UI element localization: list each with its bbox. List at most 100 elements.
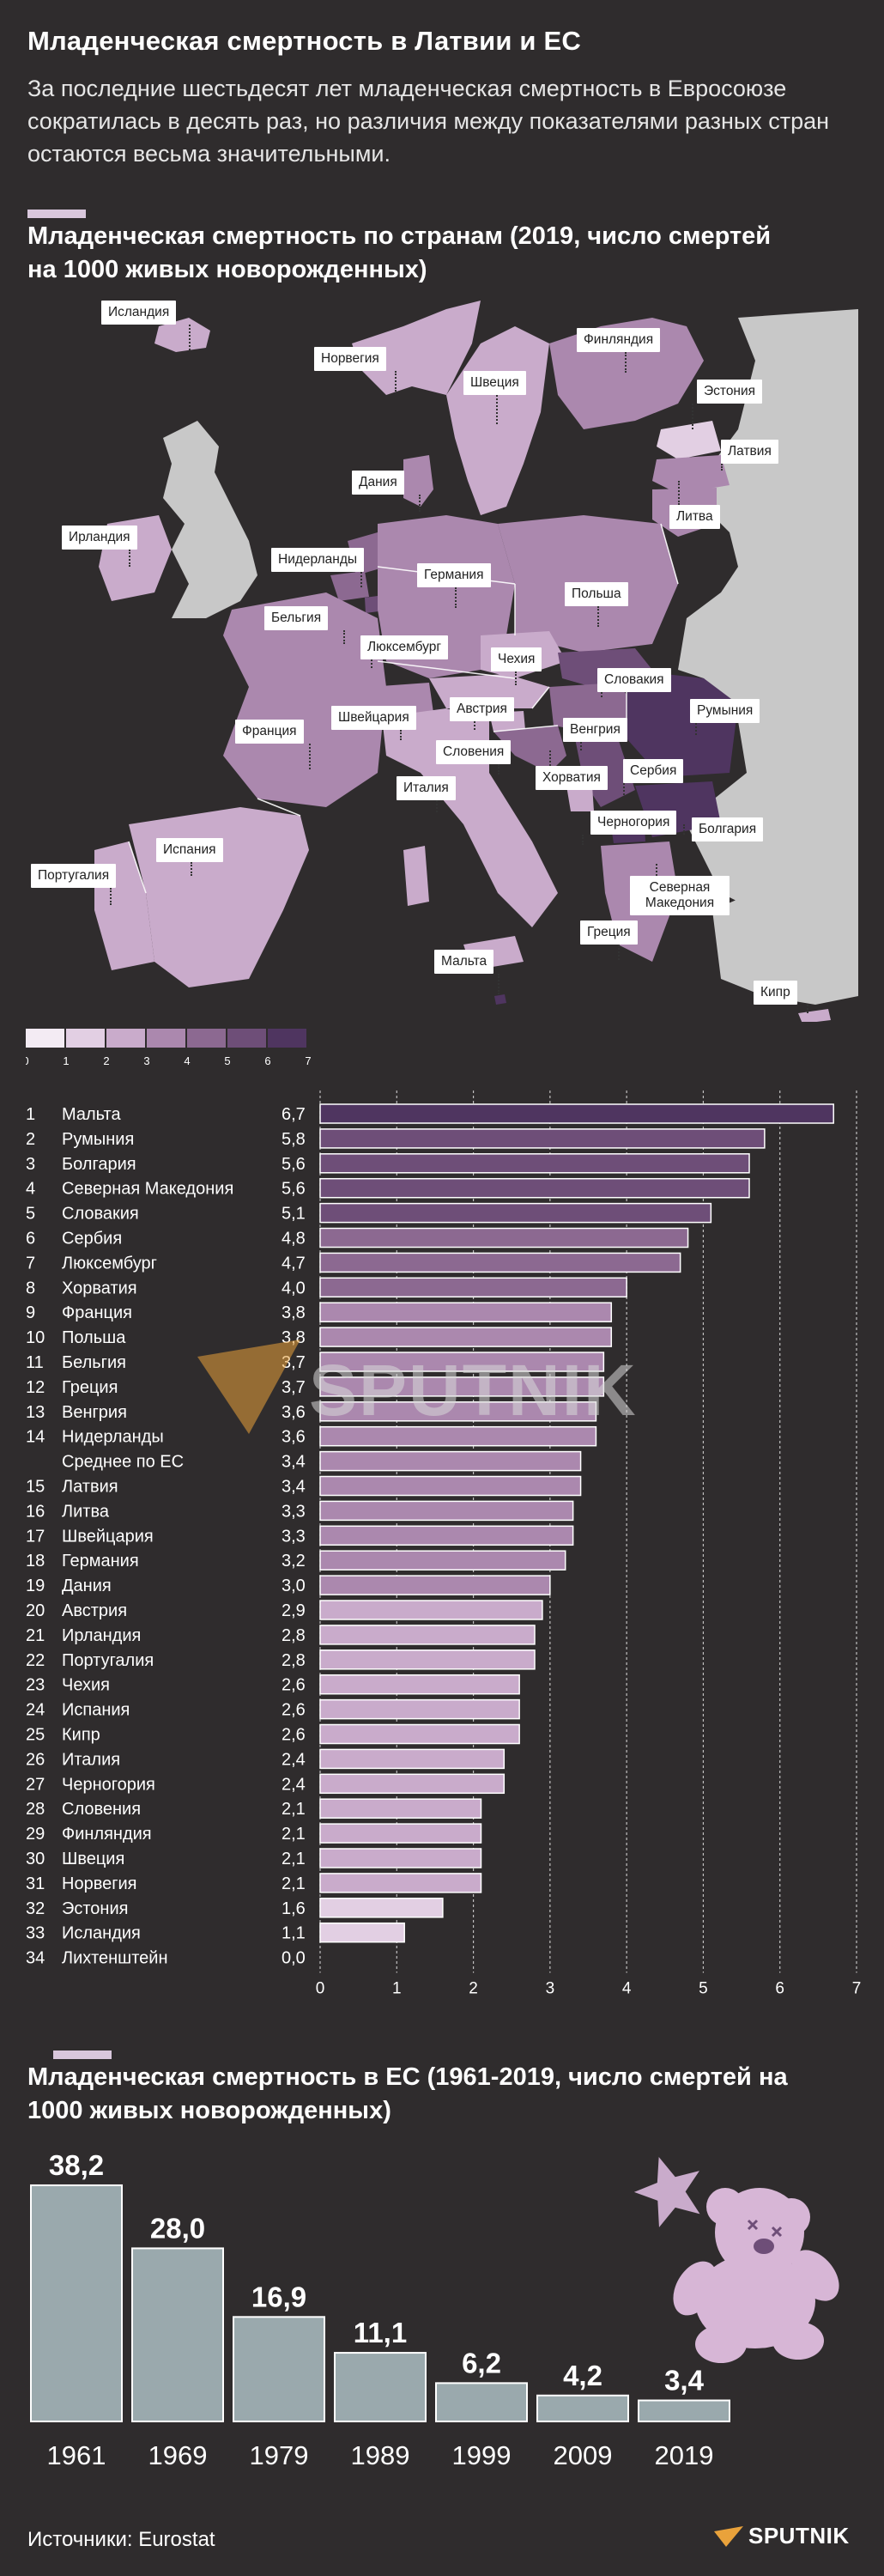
bar	[319, 1674, 520, 1695]
map-pointer	[360, 572, 362, 587]
country-label: Кипр	[62, 1726, 100, 1745]
country-label: Литва	[62, 1502, 110, 1521]
map-label-finland: Финляндия	[577, 328, 661, 352]
rank-label: 4	[26, 1180, 35, 1199]
rank-label: 28	[26, 1800, 45, 1819]
history-bar	[334, 2352, 427, 2422]
value-label: 1,6	[282, 1899, 306, 1918]
map-pointer	[191, 862, 192, 876]
bar	[319, 1450, 582, 1472]
map-label-czechia: Чехия	[491, 647, 542, 671]
country-label: Румыния	[62, 1130, 134, 1149]
value-label: 2,1	[282, 1825, 306, 1844]
value-label: 3,7	[282, 1378, 306, 1397]
map-borders	[128, 523, 679, 894]
value-label: 1,1	[282, 1924, 306, 1943]
logo-icon	[714, 2525, 743, 2547]
map-pointer	[582, 835, 584, 845]
star-icon	[633, 2156, 700, 2227]
value-label: 3,3	[282, 1502, 306, 1521]
map-pointer	[309, 744, 311, 769]
value-label: 2,8	[282, 1626, 306, 1645]
country-label: Норвегия	[62, 1874, 137, 1893]
x-tick-label: 6	[775, 1980, 784, 1998]
value-label: 4,7	[282, 1254, 306, 1273]
history-year: 1989	[351, 2440, 410, 2470]
map-label-latvia: Латвия	[721, 440, 778, 464]
bar	[319, 1302, 613, 1322]
value-label: 2,1	[282, 1800, 306, 1819]
rank-label: 22	[26, 1651, 45, 1670]
history-bar	[233, 2316, 325, 2423]
map-label-denmark: Дания	[352, 471, 404, 495]
country-label: Нидерланды	[62, 1428, 164, 1447]
map-title: Младенческая смертность по странам (2019…	[27, 222, 772, 283]
history-bar	[536, 2394, 629, 2423]
land-denmark	[403, 455, 433, 507]
legend-tick: 3	[143, 1054, 149, 1067]
rank-label: 10	[26, 1328, 45, 1347]
map-pointer	[498, 974, 500, 994]
country-bar-chart: 0 1 2 3 4 5 6 71 Мальта 6,72 Румыния 5,83 Болгария 5,…	[26, 1091, 861, 1998]
section-marker	[53, 2050, 112, 2059]
map-label-france: Франция	[235, 720, 304, 744]
history-value: 4,2	[563, 2360, 602, 2391]
bar	[319, 1202, 712, 1224]
bar	[319, 1327, 613, 1347]
land-romania	[627, 670, 738, 777]
x-tick-label: 2	[469, 1980, 478, 1998]
rank-label: 20	[26, 1601, 45, 1620]
bar	[319, 1401, 597, 1422]
history-bar	[638, 2399, 730, 2422]
rank-label: 5	[26, 1205, 35, 1224]
rank-label: 3	[26, 1155, 35, 1174]
map-pointer	[549, 750, 551, 766]
land-cyprus	[798, 1009, 831, 1022]
value-label: 3,4	[282, 1478, 306, 1497]
land-belgium	[330, 571, 369, 601]
value-label: 5,8	[282, 1130, 306, 1149]
country-label: Сербия	[62, 1230, 122, 1249]
country-label: Ирландия	[62, 1626, 141, 1645]
country-label: Северная Македония	[62, 1180, 233, 1199]
history-bar	[131, 2247, 224, 2423]
rank-label: 27	[26, 1775, 45, 1794]
country-label: Среднее по ЕС	[62, 1453, 184, 1472]
history-value: 38,2	[49, 2149, 104, 2181]
bar	[319, 1575, 551, 1595]
watermark-text: SPUTNIK	[309, 1350, 638, 1431]
rank-label: 21	[26, 1626, 45, 1645]
bar	[319, 1798, 482, 1819]
legend-swatch	[227, 1029, 266, 1048]
teddy-bear-icon	[673, 2188, 839, 2363]
rank-label: 8	[26, 1279, 35, 1297]
rank-label: 34	[26, 1949, 45, 1968]
map-label-luxembourg: Люксембург	[360, 635, 448, 659]
country-label: Финляндия	[62, 1825, 152, 1844]
history-value: 3,4	[664, 2365, 705, 2397]
legend-tick: 1	[63, 1054, 69, 1067]
bar	[319, 1922, 405, 1943]
section-marker	[27, 210, 86, 218]
bar	[319, 1376, 605, 1397]
history-value: 11,1	[354, 2317, 407, 2348]
country-label: Лихтенштейн	[62, 1949, 168, 1968]
legend-swatch	[187, 1029, 226, 1048]
rank-label: 30	[26, 1850, 45, 1868]
country-label: Латвия	[62, 1478, 118, 1497]
country-label: Черногория	[62, 1775, 155, 1794]
map-label-estonia: Эстония	[697, 380, 763, 404]
value-label: 2,6	[282, 1701, 306, 1720]
rank-label: 26	[26, 1750, 45, 1769]
map-pointer	[695, 723, 697, 735]
value-label: 3,0	[282, 1577, 306, 1595]
map-pointer	[395, 371, 397, 392]
country-label: Венгрия	[62, 1403, 127, 1422]
country-label: Словения	[62, 1800, 141, 1819]
logo-text: SPUTNIK	[748, 2523, 850, 2549]
bar	[319, 1848, 482, 1868]
map-label-poland: Польша	[565, 582, 628, 606]
country-label: Португалия	[62, 1651, 154, 1670]
map-pointer	[597, 606, 599, 627]
map-label-montenegro: Черногория	[590, 811, 677, 835]
